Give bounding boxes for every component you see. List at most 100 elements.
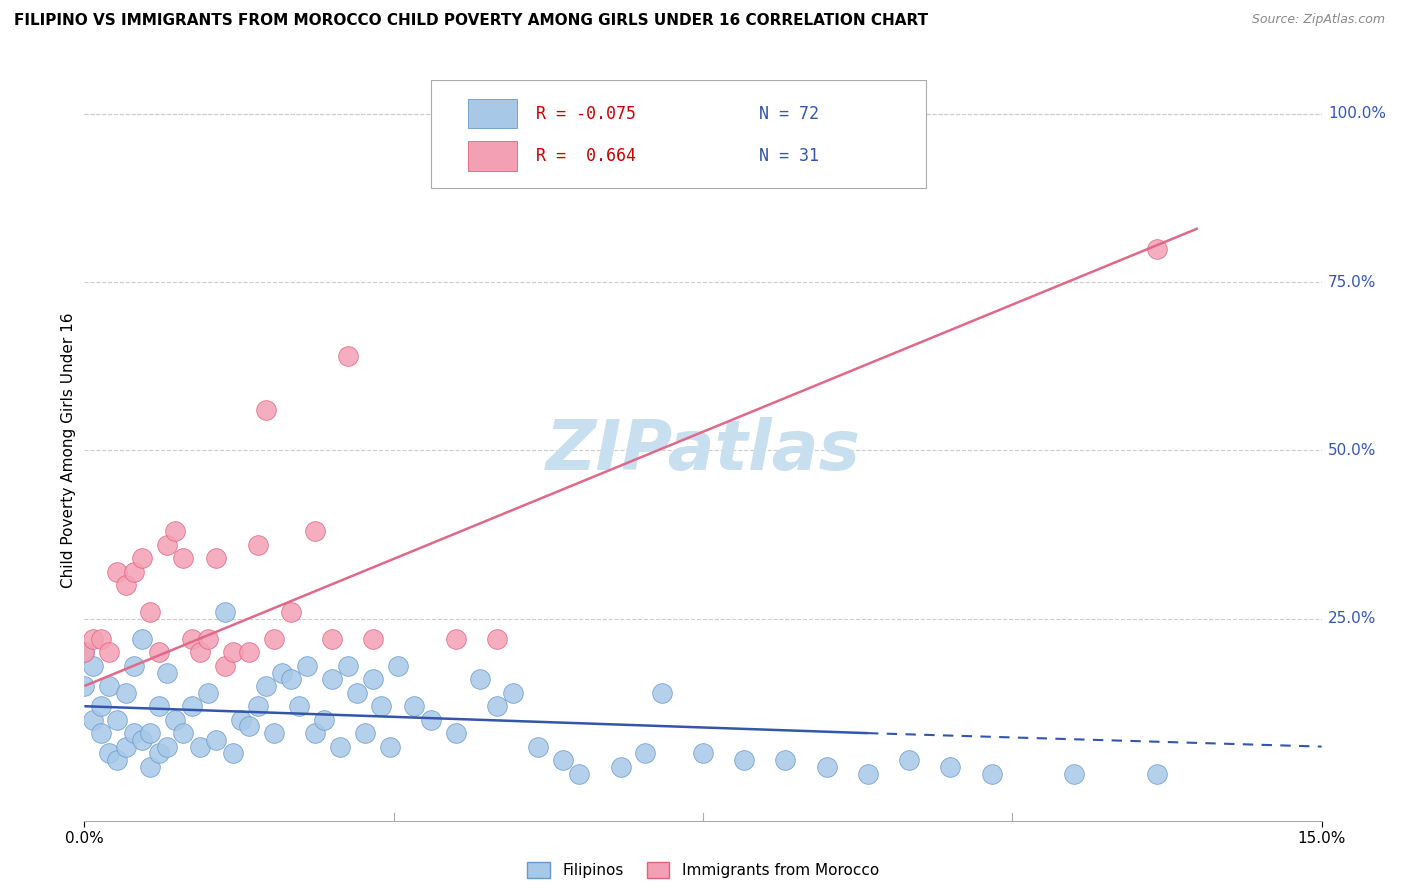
Point [271,665,294,680]
Legend: Filipinos, Immigrants from Morocco: Filipinos, Immigrants from Morocco [522,856,884,884]
Point [180,699,202,714]
Point [246,538,269,552]
Point [82,713,104,727]
Point [214,605,236,619]
Point [105,753,128,767]
Point [148,747,170,761]
Point [180,632,202,646]
Point [98,679,121,693]
Text: FILIPINO VS IMMIGRANTS FROM MOROCCO CHILD POVERTY AMONG GIRLS UNDER 16 CORRELATI: FILIPINO VS IMMIGRANTS FROM MOROCCO CHIL… [14,13,928,29]
Point [246,699,269,714]
Point [1063,766,1085,780]
Point [404,699,426,714]
Point [444,632,467,646]
Bar [468,141,517,170]
Point [156,665,179,680]
Point [1146,242,1168,256]
Point [214,658,236,673]
Point [114,686,136,700]
Point [288,699,311,714]
Point [312,713,335,727]
Point [172,551,194,566]
Point [304,524,326,539]
Point [73,679,96,693]
Point [122,726,145,740]
Point [527,739,550,754]
Point [105,713,128,727]
Point [470,673,492,687]
Point [304,726,326,740]
Point [502,686,524,700]
Point [122,658,145,673]
Point [980,766,1002,780]
Point [205,551,228,566]
Point [114,739,136,754]
Text: R = -0.075: R = -0.075 [536,104,636,122]
Point [361,632,384,646]
Point [485,632,508,646]
Point [82,658,104,673]
Point [165,713,187,727]
Point [188,739,211,754]
Point [939,760,962,774]
Point [197,632,219,646]
Point [156,538,179,552]
Point [139,605,162,619]
Point [90,632,112,646]
Point [551,753,574,767]
Point [131,632,153,646]
Text: 25.0%: 25.0% [1327,611,1376,626]
Point [321,632,343,646]
Point [444,726,467,740]
Point [263,726,285,740]
Point [856,766,879,780]
Point [378,739,401,754]
Point [229,713,252,727]
Point [775,753,797,767]
Point [263,632,285,646]
Point [122,565,145,579]
Text: N = 72: N = 72 [759,104,818,122]
Point [188,645,211,659]
Point [295,658,318,673]
Text: ZIPatlas: ZIPatlas [546,417,860,484]
Point [98,645,121,659]
Point [139,760,162,774]
Point [172,726,194,740]
Point [733,753,755,767]
Point [692,747,714,761]
Point [1146,766,1168,780]
Point [419,713,441,727]
Text: R =  0.664: R = 0.664 [536,147,636,165]
Point [139,726,162,740]
Point [73,645,96,659]
Point [98,747,121,761]
Point [361,673,384,687]
Point [609,760,631,774]
Point [148,699,170,714]
Point [165,524,187,539]
Point [387,658,409,673]
Point [73,645,96,659]
Point [337,658,360,673]
Point [238,719,260,733]
Point [254,679,277,693]
Text: Source: ZipAtlas.com: Source: ZipAtlas.com [1251,13,1385,27]
Point [90,726,112,740]
Point [148,645,170,659]
Y-axis label: Child Poverty Among Girls Under 16: Child Poverty Among Girls Under 16 [60,313,76,588]
Bar [468,99,517,128]
Point [156,739,179,754]
Text: 100.0%: 100.0% [1327,106,1386,121]
Point [329,739,352,754]
Point [131,551,153,566]
Point [815,760,838,774]
Point [568,766,591,780]
Text: 75.0%: 75.0% [1327,275,1376,290]
Point [651,686,673,700]
Point [280,605,302,619]
Point [634,747,657,761]
Point [238,645,260,659]
Point [205,732,228,747]
Point [280,673,302,687]
